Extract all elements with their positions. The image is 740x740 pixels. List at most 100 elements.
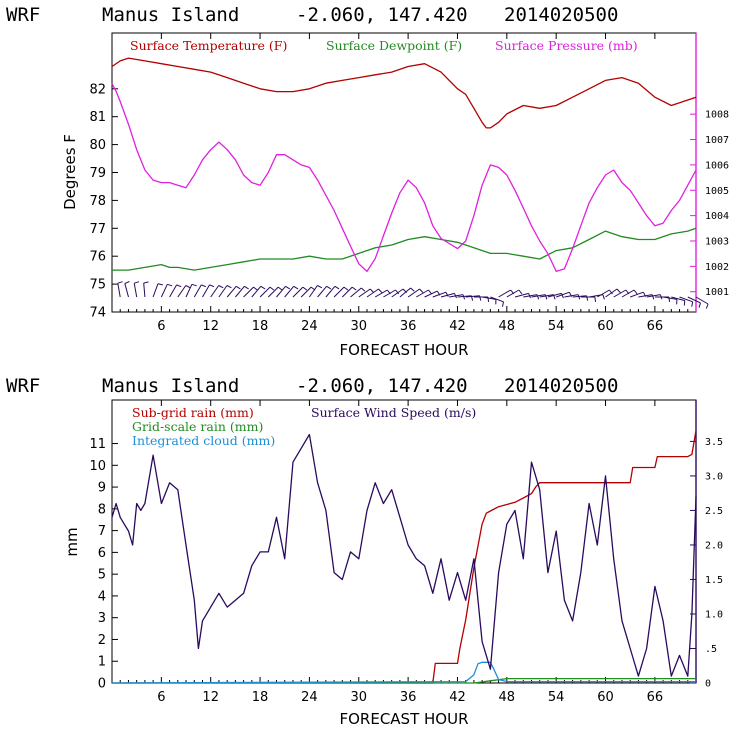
legend-dewpoint: Surface Dewpoint (F) bbox=[326, 38, 462, 53]
wind-barb bbox=[663, 296, 677, 300]
y-tick-label: 9 bbox=[98, 481, 106, 496]
wind-barb-feather bbox=[201, 284, 207, 288]
wind-barb bbox=[531, 294, 546, 298]
x-tick-label: 12 bbox=[202, 319, 219, 334]
wind-barb-feather bbox=[334, 285, 340, 290]
y-tick-label: 10 bbox=[89, 459, 106, 474]
surface-wind-speed-line bbox=[111, 433, 697, 677]
wind-barb bbox=[143, 283, 146, 298]
wind-barb-feather bbox=[651, 294, 655, 300]
x-tick-label: 18 bbox=[252, 690, 269, 705]
top-series-group bbox=[111, 57, 697, 273]
wind-barb bbox=[630, 291, 644, 298]
top-header-model: WRF bbox=[6, 4, 40, 26]
y2-tick-label: 1008 bbox=[705, 110, 729, 121]
wind-barb-feather bbox=[253, 286, 258, 291]
wind-barb-feather bbox=[616, 288, 621, 293]
y-tick-label: 11 bbox=[89, 437, 106, 452]
x-tick-label: 60 bbox=[597, 319, 614, 334]
wind-barb-feather bbox=[185, 285, 191, 289]
x-tick-label: 42 bbox=[449, 319, 466, 334]
wind-barb-feather bbox=[134, 281, 140, 284]
wind-barb bbox=[133, 283, 138, 298]
wind-barb bbox=[687, 296, 701, 304]
wind-barb bbox=[556, 291, 570, 298]
wind-barb-feather bbox=[691, 301, 694, 307]
y-tick-label: 0 bbox=[98, 677, 106, 692]
bottom-header-coords: -2.060, 147.420 bbox=[296, 375, 468, 397]
wind-barb-feather bbox=[157, 283, 163, 286]
y2-tick-label: 1004 bbox=[705, 211, 729, 222]
wind-barb-feather bbox=[117, 281, 123, 284]
x-tick-label: 6 bbox=[157, 319, 165, 334]
y2-tick-label: 1006 bbox=[705, 160, 729, 171]
y2-tick-label: 3.0 bbox=[705, 471, 723, 482]
x-tick-label: 48 bbox=[499, 690, 516, 705]
y2-tick-label: 2.5 bbox=[705, 506, 723, 517]
wind-barb bbox=[202, 284, 210, 298]
x-tick-label: 42 bbox=[449, 690, 466, 705]
wind-barb-feather bbox=[705, 303, 709, 309]
wind-barb bbox=[193, 284, 202, 298]
wind-barb bbox=[613, 289, 627, 298]
legend-subgrid-rain: Sub-grid rain (mm) bbox=[132, 405, 254, 420]
wind-barb bbox=[350, 287, 362, 298]
wind-barb bbox=[259, 286, 271, 298]
wind-barb bbox=[117, 283, 121, 298]
wind-barb bbox=[498, 289, 511, 298]
y2-tick-label: 3.5 bbox=[705, 437, 723, 448]
wind-barb bbox=[366, 288, 379, 298]
bottom-series-group bbox=[111, 430, 697, 684]
wind-barb bbox=[671, 296, 685, 302]
wind-barb-feather bbox=[343, 286, 349, 291]
wind-barb-feather bbox=[277, 286, 283, 291]
wind-barb bbox=[276, 285, 286, 298]
integrated-cloud-line bbox=[111, 661, 696, 684]
wind-barb bbox=[235, 285, 245, 298]
wind-barb-feather bbox=[360, 287, 366, 292]
wind-barb bbox=[152, 283, 159, 298]
bottom-y-ticks: 0 1 2 3 4 5 6 7 8 9 10 11 bbox=[89, 437, 118, 692]
wind-barb bbox=[679, 296, 693, 303]
wind-barb bbox=[185, 284, 193, 298]
bottom-x-axis-label: FORECAST HOUR bbox=[339, 710, 468, 728]
wind-barb bbox=[457, 295, 472, 298]
top-y-ticks: 74 75 76 77 78 79 80 81 82 bbox=[89, 82, 118, 321]
legend-integrated-cloud: Integrated cloud (mm) bbox=[132, 433, 275, 448]
wind-barb-feather bbox=[209, 284, 215, 288]
wind-barb bbox=[160, 284, 168, 298]
wind-barb bbox=[490, 296, 504, 303]
wind-barb-feather bbox=[191, 283, 197, 287]
wind-barb bbox=[424, 290, 438, 298]
wind-barb bbox=[449, 294, 464, 298]
wind-barb bbox=[267, 286, 279, 298]
wind-barb bbox=[124, 283, 129, 298]
top-header-coords: -2.060, 147.420 bbox=[296, 4, 468, 26]
x-tick-label: 30 bbox=[350, 690, 367, 705]
wind-barb-feather bbox=[536, 294, 540, 300]
y-tick-label: 81 bbox=[89, 110, 106, 125]
wind-barb-feather bbox=[518, 289, 523, 295]
x-tick-label: 54 bbox=[548, 690, 565, 705]
wind-barb bbox=[169, 284, 178, 298]
wind-barb bbox=[341, 286, 353, 298]
wind-barb bbox=[695, 296, 709, 305]
x-tick-label: 12 bbox=[202, 690, 219, 705]
wind-barb bbox=[391, 288, 404, 298]
wind-barb bbox=[432, 291, 447, 298]
wind-barb bbox=[177, 285, 187, 298]
x-tick-label: 36 bbox=[400, 690, 417, 705]
wind-barb bbox=[300, 286, 312, 298]
y2-tick-label: 0 bbox=[705, 679, 711, 690]
wind-barb bbox=[465, 295, 480, 298]
wind-barb bbox=[284, 285, 295, 298]
y-tick-label: 80 bbox=[89, 138, 106, 153]
wind-barb bbox=[251, 285, 262, 298]
legend-gridscale-rain: Grid-scale rain (mm) bbox=[132, 419, 263, 434]
wind-barb-feather bbox=[143, 281, 149, 284]
y-tick-label: 78 bbox=[89, 194, 106, 209]
wind-barb-feather bbox=[351, 286, 357, 291]
y2-tick-label: 1003 bbox=[705, 236, 729, 247]
wind-barb bbox=[482, 296, 496, 300]
top-y2-ticks: 1001 1002 1003 1004 1005 1006 1007 1008 bbox=[690, 110, 729, 298]
